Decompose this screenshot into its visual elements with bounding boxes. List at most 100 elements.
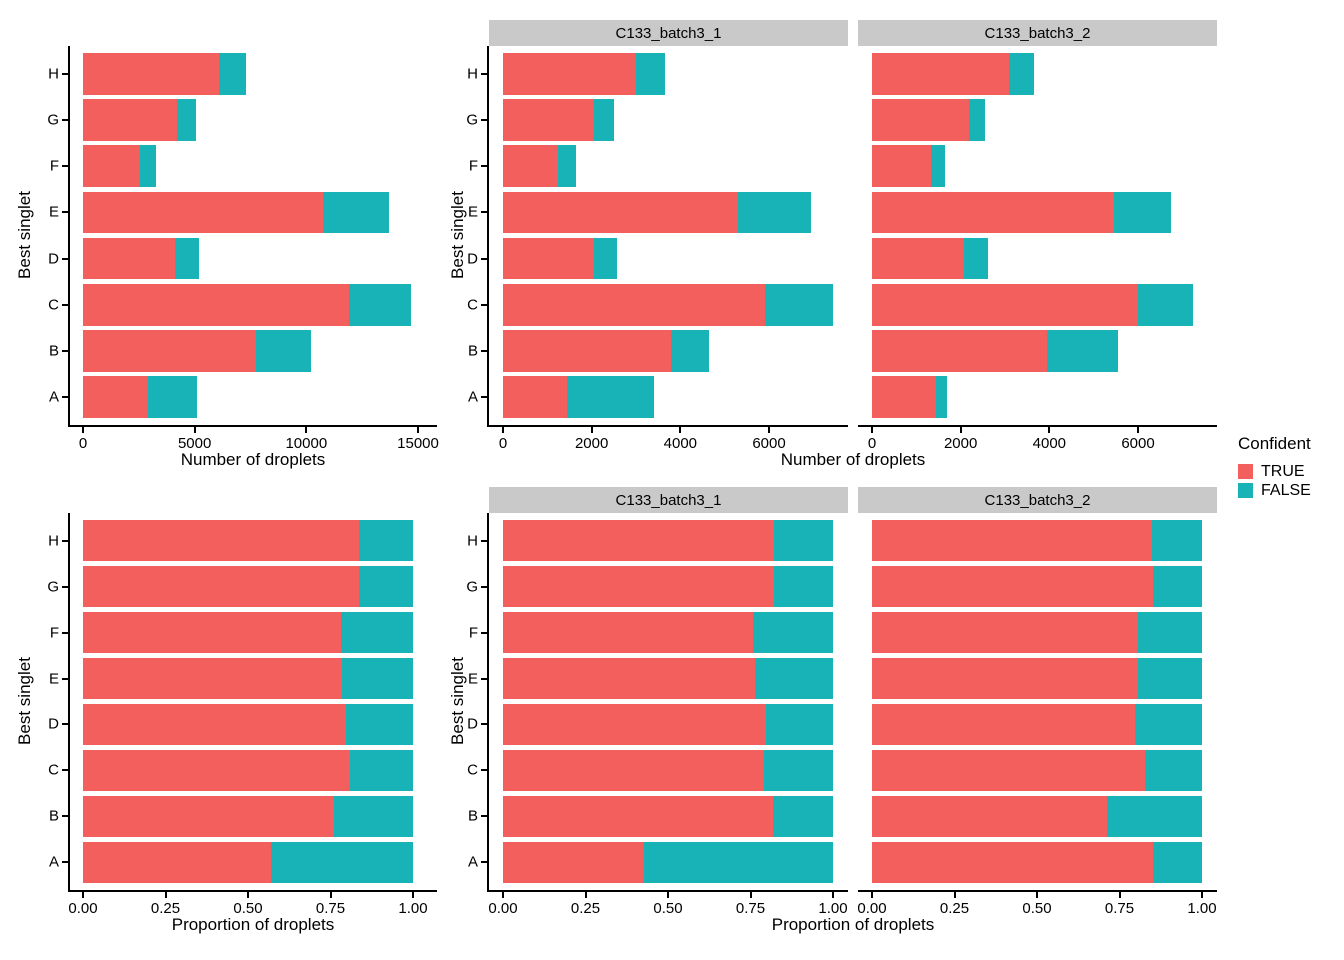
- bar-E: [83, 191, 389, 234]
- y-tick-mark: [481, 815, 487, 818]
- facet-strip-label: C133_batch3_2: [984, 24, 1091, 42]
- bar-segment-true: [83, 330, 257, 372]
- y-tick-label: A: [467, 853, 478, 871]
- y-axis-line: [487, 46, 489, 427]
- bar-segment-true: [83, 703, 346, 746]
- bar-D: [503, 703, 833, 746]
- bar-segment-false: [323, 191, 389, 234]
- x-tick-label: 5000: [177, 435, 212, 452]
- bar-segment-true: [503, 795, 773, 838]
- bar-segment-true: [872, 52, 1010, 95]
- bar-segment-true: [83, 284, 349, 326]
- bar-A: [83, 841, 413, 884]
- bar-segment-true: [503, 99, 594, 141]
- bar-C: [83, 749, 413, 792]
- y-tick-label: E: [48, 670, 59, 687]
- bar-segment-true: [872, 519, 1153, 562]
- y-tick-label: B: [48, 807, 59, 825]
- bar-D: [872, 237, 988, 280]
- bar-segment-true: [872, 611, 1138, 654]
- x-axis-title-counts-overall: Number of droplets: [180, 450, 326, 469]
- bar-segment-false: [350, 749, 413, 792]
- y-axis-line: [68, 46, 70, 427]
- bar-segment-true: [872, 657, 1139, 700]
- bar-segment-false: [1137, 611, 1202, 654]
- bar-segment-true: [872, 749, 1146, 792]
- bar-segment-true: [503, 330, 672, 372]
- y-tick-mark: [62, 677, 68, 680]
- x-tick-label: 15000: [397, 435, 439, 452]
- y-tick-label: F: [468, 624, 478, 642]
- y-tick-label: C: [467, 296, 478, 314]
- bar-H: [503, 519, 833, 562]
- x-tick-mark: [584, 892, 587, 898]
- bar-B: [83, 330, 311, 372]
- facet-strip-label: C133_batch3_1: [615, 491, 722, 509]
- bar-segment-false: [175, 237, 199, 280]
- bar-segment-true: [872, 565, 1154, 608]
- bar-segment-false: [754, 657, 833, 700]
- bar-segment-true: [503, 145, 559, 187]
- bar-A: [872, 841, 1202, 884]
- bar-F: [872, 611, 1202, 654]
- bar-E: [503, 657, 833, 700]
- bar-segment-false: [593, 237, 617, 280]
- legend-entry-label: TRUE: [1261, 462, 1305, 480]
- x-tick-label: 0: [867, 435, 877, 452]
- x-tick-label: 0.75: [1104, 900, 1135, 917]
- bar-segment-true: [503, 565, 774, 608]
- legend-swatch-true: [1238, 464, 1253, 479]
- x-axis-line: [487, 890, 848, 892]
- bar-F: [872, 145, 945, 187]
- x-tick-label: 4000: [663, 435, 698, 452]
- x-tick-mark: [502, 427, 504, 433]
- y-axis-line: [68, 513, 70, 892]
- bar-segment-false: [567, 376, 654, 419]
- bar-segment-true: [83, 99, 178, 141]
- bar-C: [83, 284, 412, 326]
- y-tick-mark: [481, 211, 487, 214]
- y-tick-label: H: [467, 65, 478, 83]
- x-tick-label: 1.00: [398, 900, 428, 917]
- bar-C: [872, 749, 1202, 792]
- bar-E: [503, 191, 812, 234]
- bar-segment-false: [936, 376, 948, 419]
- bar-F: [83, 611, 413, 654]
- bar-segment-false: [1138, 284, 1194, 326]
- x-tick-mark: [871, 892, 873, 898]
- y-tick-label: A: [467, 388, 478, 406]
- bar-segment-true: [83, 191, 324, 234]
- bar-segment-false: [256, 330, 311, 372]
- bar-segment-false: [766, 703, 833, 746]
- bar-segment-false: [1047, 330, 1119, 372]
- x-tick-label: 6000: [1121, 435, 1155, 452]
- y-tick-label: F: [49, 157, 59, 175]
- bar-G: [872, 565, 1202, 608]
- bar-segment-false: [219, 52, 247, 95]
- bar-D: [83, 703, 413, 746]
- x-axis-line: [858, 425, 1217, 427]
- y-tick-label: D: [467, 250, 478, 268]
- x-tick-mark: [329, 892, 332, 898]
- x-tick-label: 0.00: [68, 900, 98, 917]
- x-axis-line: [487, 425, 848, 427]
- bar-G: [503, 99, 614, 141]
- y-tick-mark: [481, 303, 487, 306]
- y-tick-mark: [62, 257, 68, 260]
- y-tick-label: D: [48, 250, 59, 268]
- bar-segment-true: [503, 749, 765, 792]
- bar-segment-true: [83, 795, 334, 838]
- bar-segment-true: [503, 841, 644, 884]
- x-tick-mark: [305, 427, 308, 433]
- bar-segment-true: [872, 376, 937, 419]
- x-axis-title-counts-facets: Number of droplets: [780, 450, 926, 469]
- bar-E: [83, 657, 413, 700]
- bar-B: [872, 330, 1119, 372]
- x-tick-mark: [164, 892, 167, 898]
- x-tick-label: 2000: [574, 435, 609, 452]
- bar-F: [503, 611, 833, 654]
- y-tick-mark: [481, 769, 487, 772]
- bar-segment-true: [83, 237, 176, 280]
- y-tick-label: H: [467, 532, 478, 550]
- bar-segment-false: [1152, 519, 1202, 562]
